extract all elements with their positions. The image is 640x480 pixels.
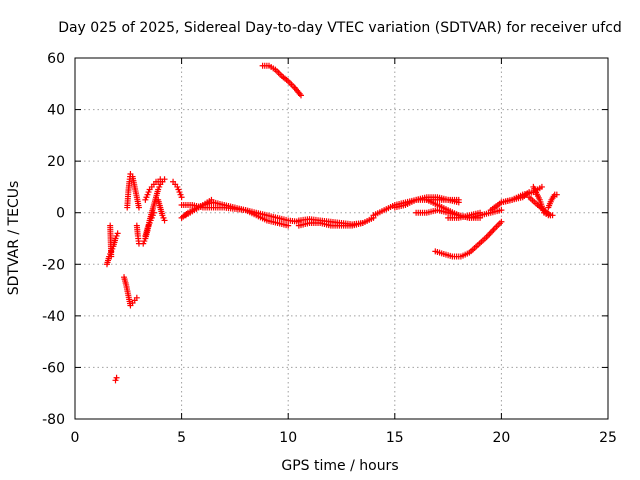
data-point (113, 374, 120, 381)
y-tick-label: 0 (56, 206, 65, 222)
data-point (161, 217, 168, 224)
y-tick-label: 60 (47, 51, 65, 67)
data-points (103, 62, 560, 384)
data-point (297, 92, 304, 99)
data-point (477, 214, 484, 221)
x-tick-label: 0 (71, 430, 80, 446)
y-tick-label: -80 (42, 412, 65, 428)
data-point (135, 204, 142, 211)
x-tick-label: 20 (492, 430, 510, 446)
y-tick-label: 20 (47, 154, 65, 170)
data-point (526, 189, 533, 196)
y-tick-label: -20 (42, 257, 65, 273)
data-point (553, 191, 560, 198)
x-tick-label: 25 (599, 430, 617, 446)
data-point (159, 178, 166, 185)
data-point (150, 209, 157, 216)
x-axis-label: GPS time / hours (281, 458, 398, 474)
data-point (178, 194, 185, 201)
data-point (133, 294, 140, 301)
plot-frame (74, 57, 609, 420)
axis-ticks: 0 5 10 15 20 25 -80 -60 -40 -20 0 20 40 60 (42, 51, 617, 446)
x-tick-label: 5 (177, 430, 186, 446)
data-point (547, 212, 554, 219)
chart-title: Day 025 of 2025, Sidereal Day-to-day VTE… (58, 20, 622, 36)
x-tick-label: 10 (279, 430, 297, 446)
data-point (477, 209, 484, 216)
data-point (359, 220, 366, 227)
data-point (455, 196, 462, 203)
data-point (498, 218, 505, 225)
data-point (498, 207, 505, 214)
data-point (285, 222, 292, 229)
data-point (114, 230, 121, 237)
data-point (538, 183, 545, 190)
y-tick-label: -60 (42, 360, 65, 376)
y-axis-label: SDTVAR / TECUs (6, 181, 22, 296)
grid-lines (75, 58, 608, 419)
x-tick-label: 15 (386, 430, 404, 446)
y-tick-label: 40 (47, 103, 65, 119)
data-point (108, 253, 115, 260)
y-tick-label: -40 (42, 309, 65, 325)
data-point (208, 196, 215, 203)
